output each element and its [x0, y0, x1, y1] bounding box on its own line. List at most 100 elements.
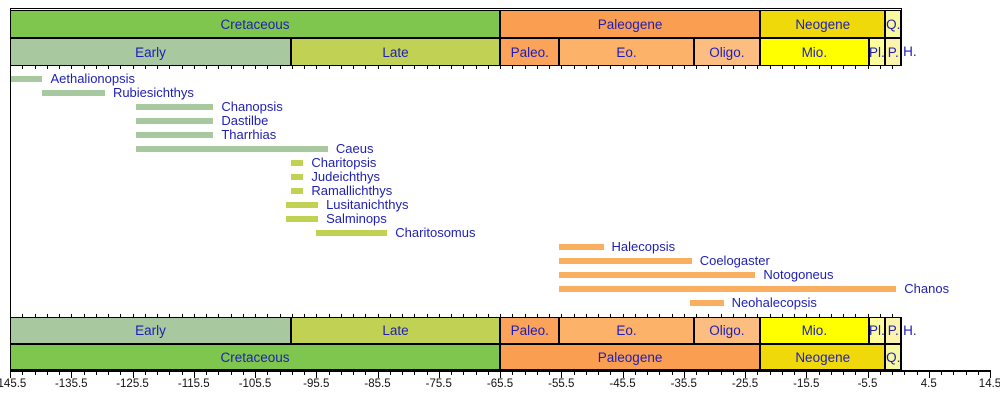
taxon-label-dastilbe[interactable]: Dastilbe — [221, 113, 269, 128]
taxon-bar-halecopsis — [559, 244, 604, 250]
taxon-label-notogoneus[interactable]: Notogoneus — [763, 267, 834, 282]
bottom-period-label-q[interactable]: Q. — [886, 349, 901, 365]
top-epoch-label-oligo[interactable]: Oligo. — [709, 44, 745, 60]
top-period-label-cretaceous[interactable]: Cretaceous — [220, 16, 290, 32]
top-epoch-label-eo[interactable]: Eo. — [616, 44, 637, 60]
top-epoch-segment-oligo: Oligo. — [693, 38, 761, 66]
axis-major-tick — [867, 372, 869, 378]
inner-bottom-tick — [316, 314, 318, 317]
bottom-epoch-label-oligo[interactable]: Oligo. — [709, 323, 745, 338]
axis-tick-label: -55.5 — [548, 378, 575, 390]
taxon-label-charitopsis[interactable]: Charitopsis — [311, 155, 377, 170]
bottom-epoch-label-mio[interactable]: Mio. — [801, 323, 828, 338]
axis-minor-tick — [487, 372, 489, 375]
top-epoch-label-pl[interactable]: Pl. — [869, 44, 885, 60]
taxon-label-coelogaster[interactable]: Coelogaster — [699, 253, 770, 268]
bottom-period-segment-paleogene: Paleogene — [500, 344, 761, 370]
taxon-label-rubiesichthys[interactable]: Rubiesichthys — [112, 85, 194, 100]
top-epoch-label-late[interactable]: Late — [382, 44, 409, 60]
bottom-epoch-label-early[interactable]: Early — [135, 323, 166, 338]
inner-bottom-tick — [769, 314, 771, 317]
inner-top-tick — [304, 66, 305, 69]
axis-minor-tick — [304, 372, 305, 375]
inner-bottom-tick — [353, 314, 354, 317]
axis-minor-tick — [475, 372, 477, 375]
taxon-label-ramallichthys[interactable]: Ramallichthys — [311, 183, 393, 198]
taxon-label-tharrhias[interactable]: Tharrhias — [221, 127, 277, 142]
top-epoch-label-mio[interactable]: Mio. — [801, 44, 828, 60]
inner-bottom-tick — [206, 314, 207, 317]
taxon-label-charitosomus[interactable]: Charitosomus — [395, 225, 476, 240]
inner-top-tick — [732, 66, 734, 69]
taxon-label-neohalecopsis[interactable]: Neohalecopsis — [731, 295, 817, 310]
inner-top-tick — [536, 66, 538, 69]
taxon-label-halecopsis[interactable]: Halecopsis — [611, 239, 676, 254]
top-epoch-segment-mio: Mio. — [760, 38, 869, 66]
bottom-period-label-neogene[interactable]: Neogene — [795, 349, 851, 365]
inner-top-tick — [487, 66, 489, 69]
axis-minor-tick — [818, 372, 820, 375]
inner-top-tick — [353, 66, 354, 69]
axis-minor-tick — [696, 372, 697, 375]
axis-minor-tick — [426, 372, 428, 375]
inner-top-tick — [598, 66, 599, 69]
taxon-bar-charitosomus — [316, 230, 388, 236]
bottom-epoch-segment-oligo: Oligo. — [693, 317, 761, 344]
taxon-label-aethalionopsis[interactable]: Aethalionopsis — [50, 71, 136, 86]
bottom-epoch-label-h[interactable]: H. — [903, 323, 917, 338]
bottom-epoch-label-p[interactable]: P. — [887, 323, 899, 338]
taxon-label-lusitanichthys[interactable]: Lusitanichthys — [326, 197, 409, 212]
top-period-label-q[interactable]: Q. — [886, 16, 901, 32]
bottom-epoch-label-paleo[interactable]: Paleo. — [510, 323, 549, 338]
top-epoch-label-p[interactable]: P. — [887, 44, 899, 60]
inner-top-tick — [389, 66, 391, 69]
inner-bottom-tick — [402, 314, 403, 317]
bottom-epoch-segment-early: Early — [10, 317, 292, 344]
inner-top-tick — [671, 66, 673, 69]
top-period-label-neogene[interactable]: Neogene — [795, 16, 851, 32]
inner-top-tick — [206, 66, 207, 69]
inner-bottom-tick — [683, 314, 685, 317]
axis-minor-tick — [230, 372, 232, 375]
top-epoch-segment-eo: Eo. — [559, 38, 694, 66]
inner-bottom-tick — [255, 314, 256, 317]
top-epoch-label-paleo[interactable]: Paleo. — [510, 44, 549, 60]
top-epoch-segment-p: P. — [885, 38, 902, 66]
bottom-period-label-paleogene[interactable]: Paleogene — [597, 349, 663, 365]
top-period-segment-cretaceous: Cretaceous — [10, 10, 500, 38]
inner-top-tick — [181, 66, 183, 69]
inner-top-tick — [610, 66, 612, 69]
inner-top-tick — [340, 66, 342, 69]
axis-tick-label: -95.5 — [303, 378, 330, 390]
inner-bottom-tick — [879, 314, 881, 317]
top-epoch-segment-late: Late — [291, 38, 500, 66]
inner-top-tick — [95, 66, 97, 69]
top-epoch-label-early[interactable]: Early — [135, 44, 166, 60]
bottom-epoch-segment-pl: Pl. — [868, 317, 886, 344]
taxon-label-chanos[interactable]: Chanos — [904, 281, 950, 296]
taxon-label-caeus[interactable]: Caeus — [335, 141, 374, 156]
axis-minor-tick — [941, 372, 942, 375]
taxon-label-salminops[interactable]: Salminops — [326, 211, 387, 226]
axis-minor-tick — [365, 372, 367, 375]
bottom-epoch-label-pl[interactable]: Pl. — [869, 323, 885, 338]
inner-top-tick — [879, 66, 881, 69]
axis-minor-tick — [953, 372, 955, 375]
axis-major-tick — [193, 372, 195, 378]
bottom-period-label-cretaceous[interactable]: Cretaceous — [220, 349, 290, 365]
inner-bottom-tick — [451, 314, 452, 317]
bottom-period-segment-cretaceous: Cretaceous — [10, 344, 500, 370]
inner-top-tick — [414, 66, 416, 69]
taxon-label-judeichthys[interactable]: Judeichthys — [311, 169, 381, 184]
bottom-epoch-label-late[interactable]: Late — [382, 323, 409, 338]
axis-major-tick — [561, 372, 563, 378]
bottom-epoch-label-eo[interactable]: Eo. — [616, 323, 637, 338]
taxon-label-chanopsis[interactable]: Chanopsis — [221, 99, 283, 114]
top-period-label-paleogene[interactable]: Paleogene — [597, 16, 663, 32]
inner-top-tick — [83, 66, 85, 69]
inner-top-tick — [818, 66, 820, 69]
top-epoch-label-h[interactable]: H. — [903, 44, 917, 59]
inner-top-tick — [255, 66, 256, 69]
inner-top-tick — [769, 66, 771, 69]
frame-left-line — [10, 8, 11, 370]
